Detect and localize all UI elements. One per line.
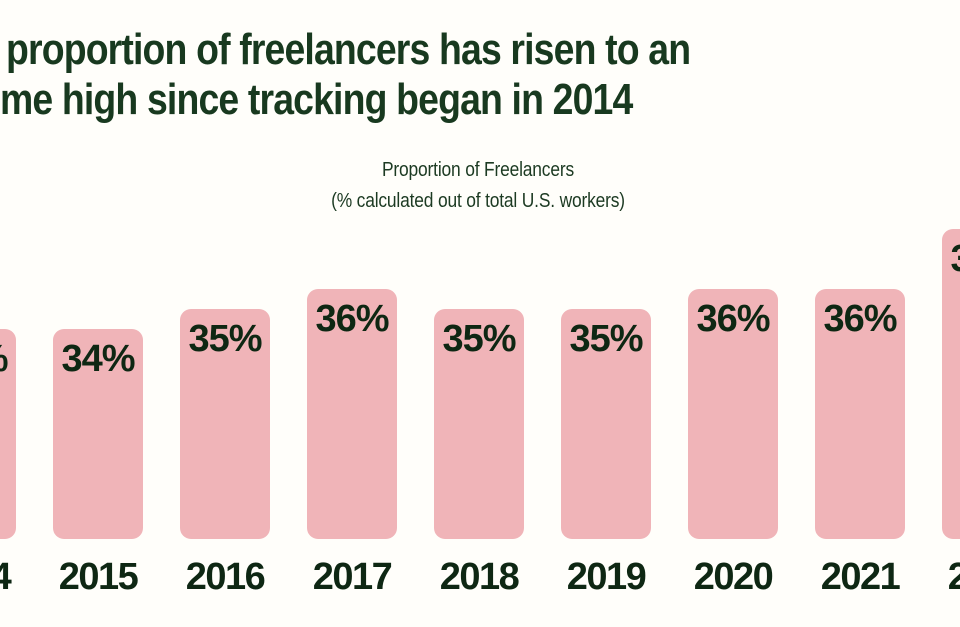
year-label-2020: 2020 <box>693 556 774 598</box>
bar-2022: 39% <box>942 229 960 539</box>
bar-value-2014: 34% <box>0 329 16 378</box>
bar-2019: 35% <box>561 309 651 539</box>
year-label-2019: 2019 <box>566 556 647 598</box>
year-label-2016: 2016 <box>185 556 266 598</box>
bar-2016: 35% <box>180 309 270 539</box>
year-label-2017: 2017 <box>312 556 393 598</box>
bar-value-2022: 39% <box>942 229 960 278</box>
bar-value-2016: 35% <box>188 318 262 360</box>
page-title-line-2: me high since tracking began in 2014 <box>0 75 633 124</box>
bar-value-2021: 36% <box>823 298 897 340</box>
bar-2020: 36% <box>688 289 778 539</box>
page-title-line-1: proportion of freelancers has risen to a… <box>6 25 691 74</box>
bar-value-2018: 35% <box>442 318 516 360</box>
year-label-2021: 2021 <box>820 556 901 598</box>
bar-2018: 35% <box>434 309 524 539</box>
bar-2015: 34% <box>53 329 143 539</box>
bar-2021: 36% <box>815 289 905 539</box>
bar-value-2019: 35% <box>569 318 643 360</box>
year-label-2018: 2018 <box>439 556 520 598</box>
bar-2014: 34% <box>0 329 16 539</box>
year-label-2022: 2022 <box>947 556 960 598</box>
bar-2017: 36% <box>307 289 397 539</box>
chart-subtitle: Proportion of Freelancers (% calculated … <box>62 155 894 217</box>
chart-subtitle-line-2: (% calculated out of total U.S. workers) <box>331 190 625 212</box>
year-label-2015: 2015 <box>58 556 139 598</box>
bar-value-2020: 36% <box>696 298 770 340</box>
year-label-2014: 2014 <box>0 558 16 596</box>
chart-subtitle-line-1: Proportion of Freelancers <box>382 159 574 181</box>
bar-value-2015: 34% <box>61 338 135 380</box>
bar-value-2017: 36% <box>315 298 389 340</box>
